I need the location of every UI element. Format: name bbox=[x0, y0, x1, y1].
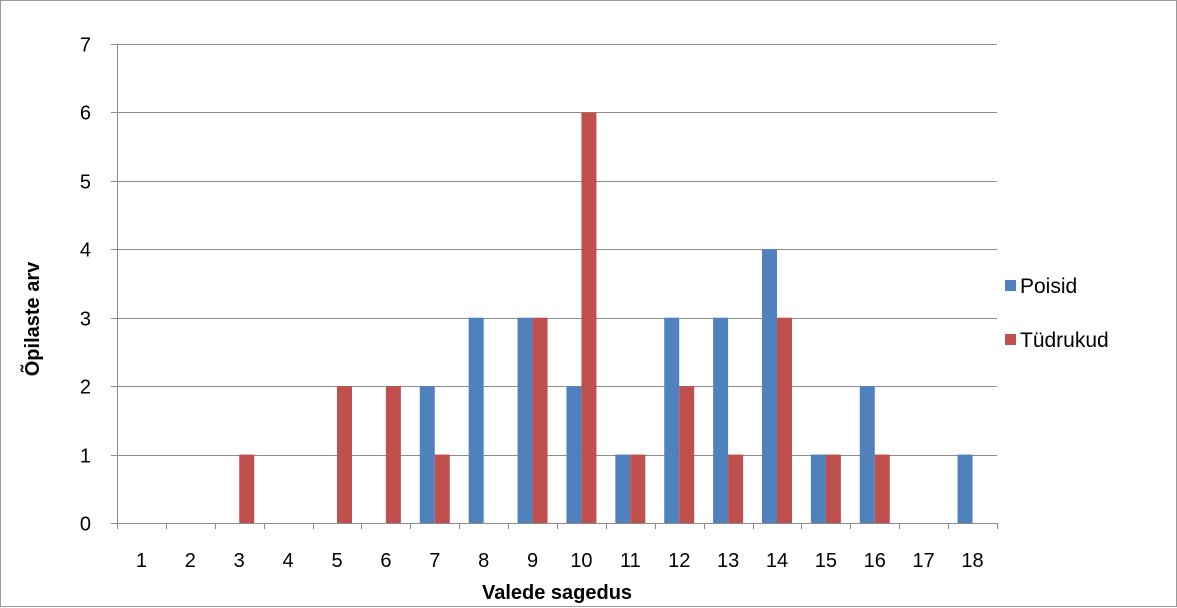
legend-label-poisid: Poisid bbox=[1020, 275, 1077, 298]
bar-tudrukud-3 bbox=[239, 454, 255, 523]
bar-tudrukud-15 bbox=[825, 454, 841, 523]
x-tick-label: 12 bbox=[668, 550, 690, 572]
x-tick-label: 2 bbox=[185, 550, 196, 572]
gridlines bbox=[117, 44, 997, 456]
legend-label-tudrukud: Tüdrukud bbox=[1020, 329, 1109, 352]
bar-poisid-11 bbox=[615, 454, 631, 523]
bar-poisid-7 bbox=[419, 386, 435, 523]
y-tick-label: 3 bbox=[80, 309, 91, 331]
bar-tudrukud-5 bbox=[337, 386, 352, 523]
x-tick-label: 14 bbox=[766, 550, 788, 572]
x-tick-label: 18 bbox=[961, 550, 983, 572]
bar-poisid-16 bbox=[859, 386, 875, 523]
bar-poisid-15 bbox=[810, 454, 826, 523]
x-tick-label: 3 bbox=[234, 550, 245, 572]
legend-swatch-tudrukud bbox=[1005, 334, 1016, 345]
bar-poisid-18 bbox=[957, 454, 973, 523]
y-tick-label: 5 bbox=[80, 172, 91, 194]
bar-poisid-8 bbox=[468, 317, 484, 523]
bar-poisid-9 bbox=[517, 317, 533, 523]
x-tick-label: 9 bbox=[527, 550, 538, 572]
bar-tudrukud-7 bbox=[434, 454, 450, 523]
legend: Poisid Tüdrukud bbox=[1005, 275, 1109, 352]
bar-tudrukud-9 bbox=[532, 317, 548, 523]
bar-tudrukud-10 bbox=[581, 112, 597, 524]
x-tick-label: 17 bbox=[913, 550, 935, 572]
x-tick-label: 7 bbox=[429, 550, 440, 572]
x-tick-label: 16 bbox=[864, 550, 886, 572]
y-tick-label: 2 bbox=[80, 377, 91, 399]
y-tick-label: 0 bbox=[80, 514, 91, 536]
x-tick-label: 1 bbox=[136, 550, 147, 572]
x-tick-label: 8 bbox=[478, 550, 489, 572]
bar-tudrukud-6 bbox=[385, 386, 401, 523]
x-tick-label: 4 bbox=[283, 550, 294, 572]
x-tick-label: 11 bbox=[620, 550, 641, 572]
legend-swatch-poisid bbox=[1005, 280, 1016, 291]
x-tick-label: 6 bbox=[380, 550, 391, 572]
bar-tudrukud-16 bbox=[874, 454, 890, 523]
y-tick-label: 4 bbox=[80, 240, 91, 262]
x-axis-title: Valede sagedus bbox=[482, 582, 632, 604]
axes bbox=[111, 44, 998, 529]
y-tick-label: 6 bbox=[80, 103, 91, 125]
bars bbox=[239, 112, 973, 524]
bar-poisid-12 bbox=[664, 317, 680, 523]
bar-tudrukud-13 bbox=[728, 454, 744, 523]
x-tick-label: 5 bbox=[331, 550, 342, 572]
y-axis-title: Õpilaste arv bbox=[20, 261, 44, 376]
bar-poisid-13 bbox=[713, 317, 729, 523]
bar-poisid-10 bbox=[566, 386, 582, 523]
y-tick-label: 7 bbox=[80, 35, 91, 57]
bar-tudrukud-14 bbox=[777, 317, 792, 523]
x-tick-label: 13 bbox=[717, 550, 739, 572]
x-tick-label: 10 bbox=[570, 550, 592, 572]
bar-poisid-14 bbox=[762, 249, 777, 524]
bar-tudrukud-12 bbox=[679, 386, 695, 523]
y-tick-label: 1 bbox=[80, 446, 91, 468]
bar-tudrukud-11 bbox=[630, 454, 646, 523]
x-tick-label: 15 bbox=[815, 550, 837, 572]
